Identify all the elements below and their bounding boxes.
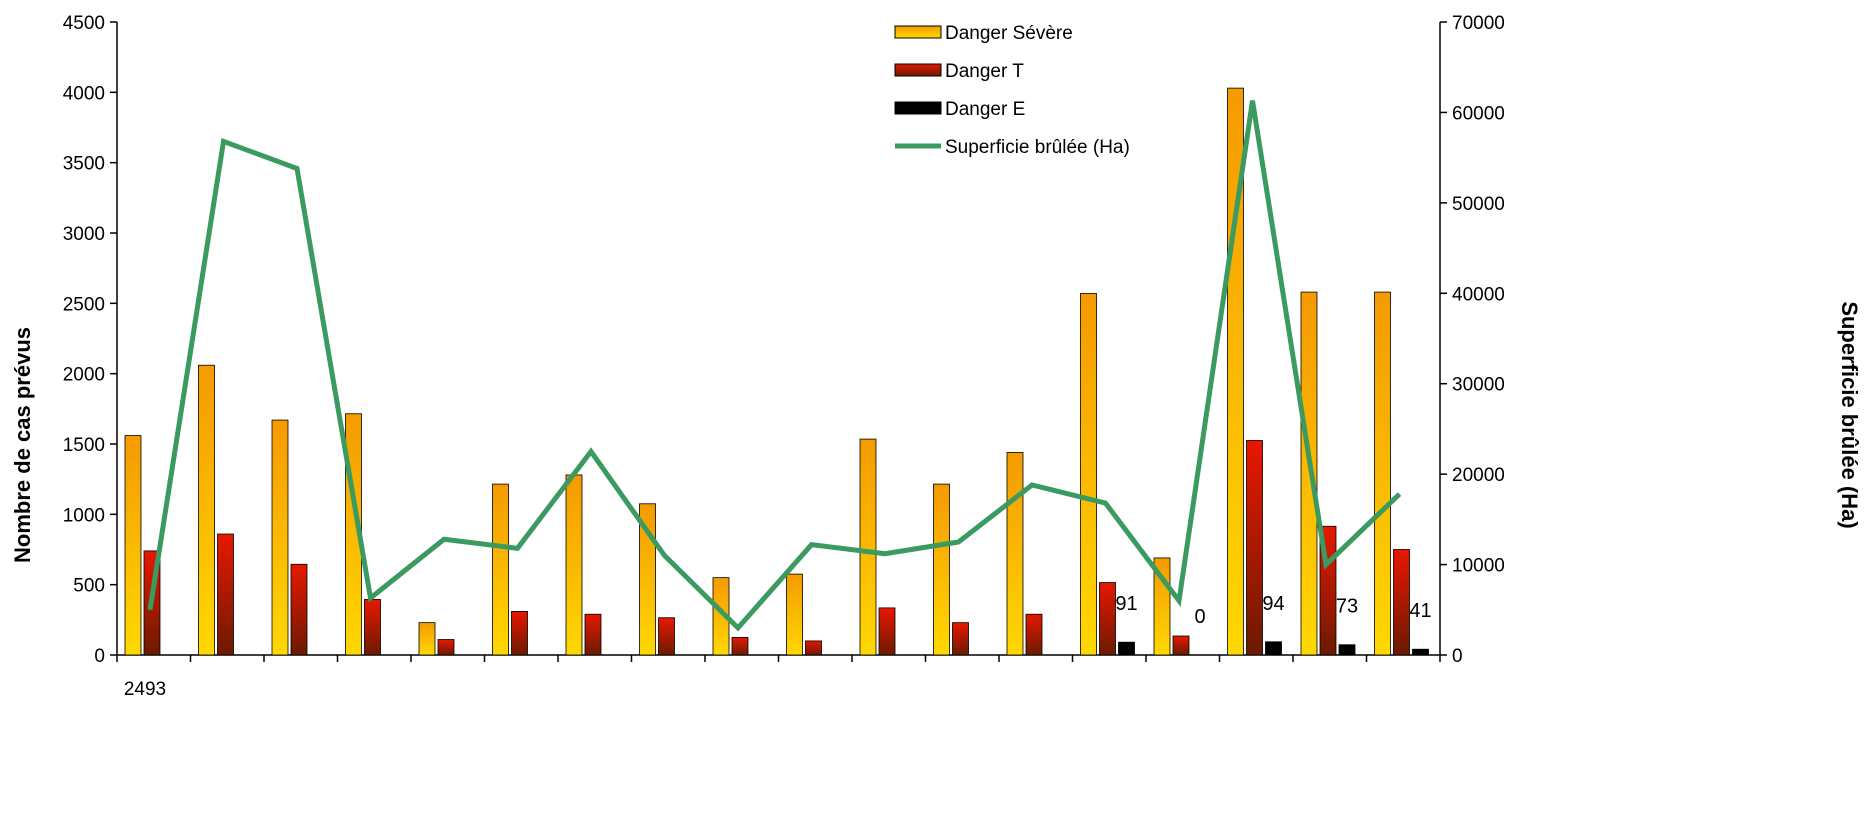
bar-danger-t [1394, 550, 1410, 656]
data-label: 91 [1115, 593, 1137, 615]
legend-label: Danger E [945, 99, 1025, 120]
bar-danger-t [438, 640, 454, 655]
bar-danger-severe [566, 475, 582, 655]
legend: Danger Sévère Danger T Danger E Superficie … [895, 23, 1130, 158]
data-label: 41 [1409, 600, 1431, 622]
bar-danger-e [1339, 645, 1355, 655]
y-tick-label: 1500 [63, 435, 105, 456]
y2-tick-label: 50000 [1452, 194, 1505, 215]
y-tick-label: 4000 [63, 83, 105, 104]
y2-tick-label: 0 [1452, 646, 1463, 667]
bar-danger-t [953, 623, 969, 655]
bar-danger-t [585, 614, 601, 655]
bar-danger-severe [1081, 293, 1097, 655]
legend-label: Superficie brûlée (Ha) [945, 137, 1130, 158]
bar-danger-t [1026, 614, 1042, 655]
bar-danger-severe [1375, 292, 1391, 655]
bar-danger-severe [787, 574, 803, 655]
y-tick-label: 2500 [63, 294, 105, 315]
y-axis-label: Nombre de cas prévus [10, 327, 35, 563]
legend-label: Danger Sévère [945, 23, 1073, 44]
bar-danger-severe [934, 484, 950, 655]
bar-danger-severe [493, 484, 509, 655]
bar-danger-severe [125, 436, 141, 655]
bar-danger-t [1247, 440, 1263, 655]
burned-area-line [150, 101, 1400, 628]
data-label: 0 [1194, 606, 1205, 628]
bar-danger-t [1100, 583, 1116, 655]
y-tick-label: 1000 [63, 505, 105, 526]
bar-danger-severe [1007, 452, 1023, 655]
legend-swatch [895, 64, 941, 76]
bar-danger-t [291, 564, 307, 655]
bars [125, 88, 1429, 655]
burned-area-series-line [150, 101, 1400, 628]
y-tick-label: 0 [94, 646, 105, 667]
bar-danger-severe [419, 623, 435, 655]
bar-danger-t [732, 637, 748, 655]
bar-danger-e [1413, 649, 1429, 655]
bar-danger-t [1173, 636, 1189, 655]
data-label: 73 [1336, 596, 1358, 618]
legend-swatch [895, 102, 941, 114]
y2-axis-label: Superficie brûlée (Ha) [1837, 301, 1862, 528]
bar-danger-t [512, 611, 528, 655]
y2-tick-label: 20000 [1452, 465, 1505, 486]
y2-tick-label: 40000 [1452, 284, 1505, 305]
y-tick-label: 4500 [63, 13, 105, 34]
x-tick-label: 2493 [124, 679, 166, 700]
y-tick-label: 3500 [63, 154, 105, 175]
bar-danger-t [365, 599, 381, 655]
bar-danger-severe [199, 365, 215, 655]
y2-tick-label: 30000 [1452, 375, 1505, 396]
legend-label: Danger T [945, 61, 1024, 82]
bar-danger-severe [1301, 292, 1317, 655]
bar-danger-t [659, 618, 675, 655]
bar-danger-e [1266, 642, 1282, 655]
bar-danger-severe [860, 439, 876, 655]
y-tick-label: 3000 [63, 224, 105, 245]
bar-danger-t [218, 534, 234, 655]
y-tick-label: 2000 [63, 365, 105, 386]
bar-danger-t [806, 641, 822, 655]
data-label: 94 [1262, 593, 1284, 615]
bar-danger-e [1119, 642, 1135, 655]
y2-tick-label: 60000 [1452, 103, 1505, 124]
y2-tick-label: 70000 [1452, 13, 1505, 34]
legend-swatch [895, 26, 941, 38]
y-tick-label: 500 [73, 576, 105, 597]
y2-tick-label: 10000 [1452, 556, 1505, 577]
bar-danger-t [879, 608, 895, 655]
bar-danger-severe [272, 420, 288, 655]
